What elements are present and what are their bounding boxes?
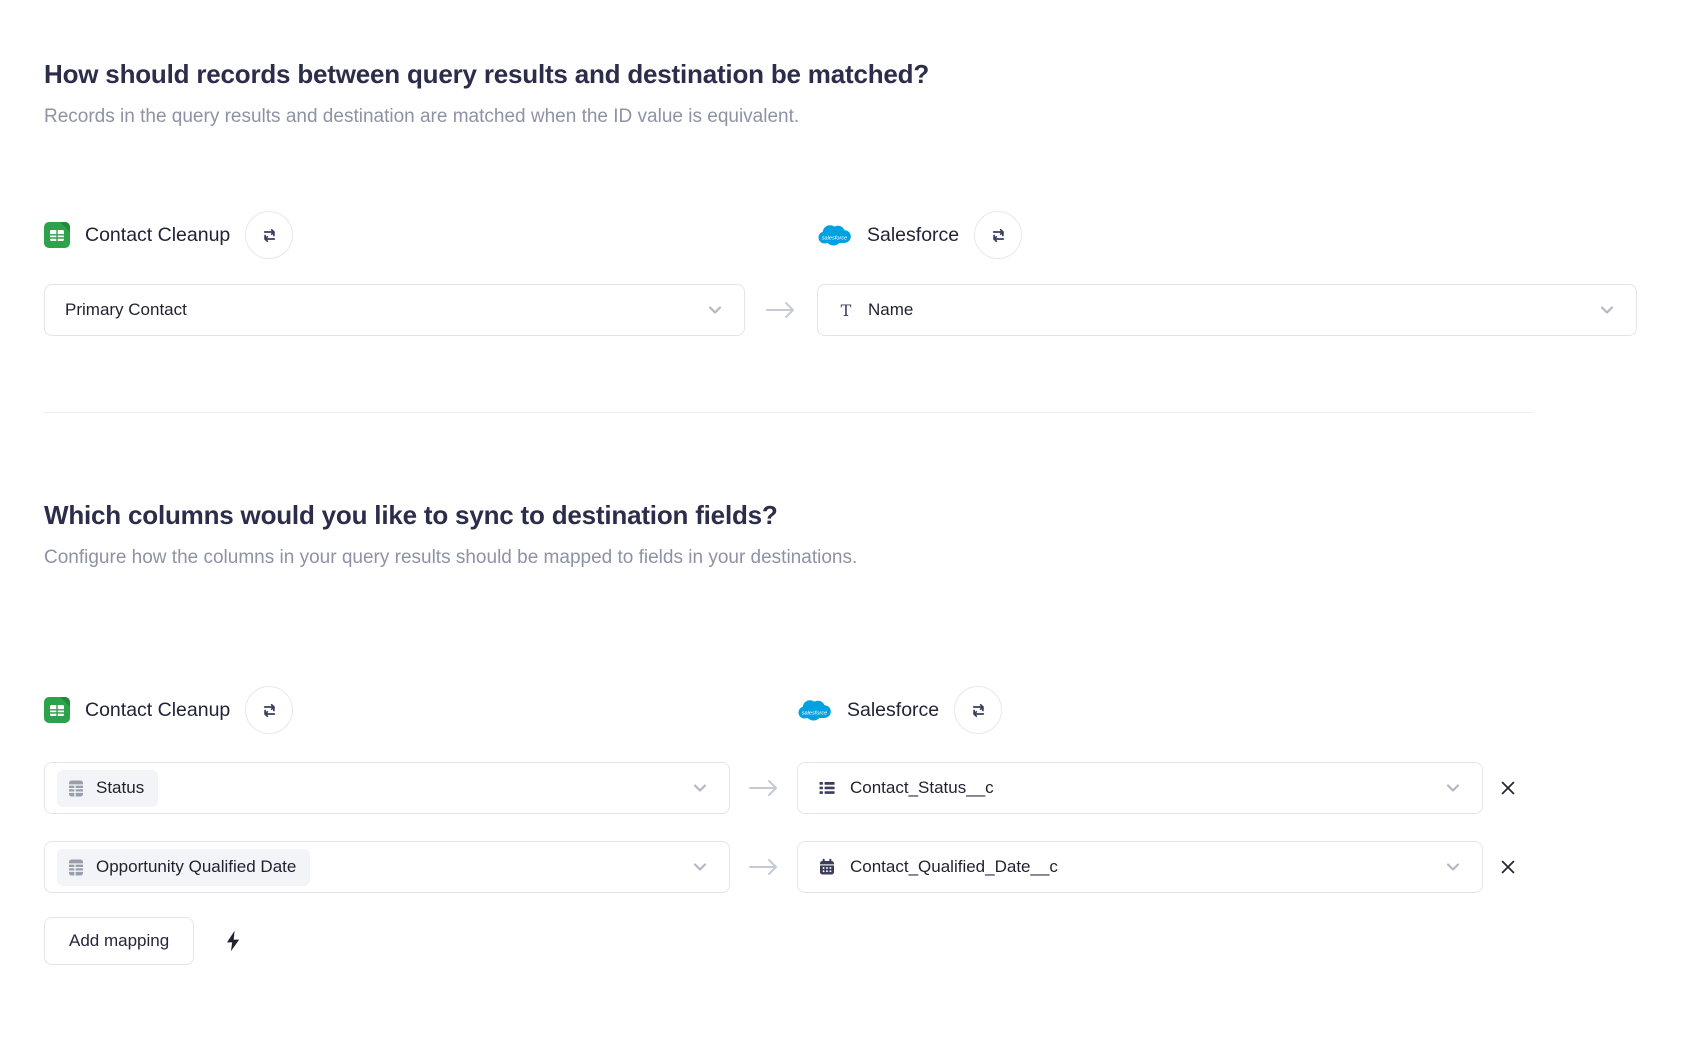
svg-text:salesforce: salesforce (802, 711, 828, 717)
column-mapping-section: Which columns would you like to sync to … (44, 499, 1700, 965)
destination-connector-header: salesforce Salesforce (797, 686, 1483, 734)
picklist-field-icon (819, 782, 835, 794)
google-sheets-icon (44, 222, 70, 248)
remove-mapping-button[interactable] (1492, 772, 1524, 804)
destination-connector-name: Salesforce (847, 698, 940, 721)
source-column-value: Opportunity Qualified Date (96, 857, 297, 876)
add-mapping-button[interactable]: Add mapping (44, 917, 195, 965)
chevron-down-icon (1446, 863, 1460, 871)
table-column-icon (69, 780, 83, 796)
chevron-down-icon (708, 306, 722, 314)
match-source-value: Primary Contact (65, 300, 187, 319)
destination-field-value: Contact_Status__c (850, 778, 994, 797)
source-connector-name: Contact Cleanup (85, 223, 231, 246)
mapping-arrow (730, 855, 797, 879)
remove-mapping-button[interactable] (1492, 851, 1524, 883)
arrow-right-icon (748, 780, 777, 796)
column-mapping-row: Opportunity Qualified Date (44, 841, 1700, 893)
chevron-down-icon (1600, 306, 1614, 314)
source-connector-header: Contact Cleanup (44, 211, 745, 259)
chevron-down-icon (693, 863, 707, 871)
source-column-chip: Status (57, 769, 159, 807)
text-type-icon: T (840, 300, 852, 320)
calendar-field-icon (820, 858, 834, 875)
swap-icon (263, 703, 275, 717)
add-mapping-row: Add mapping (44, 917, 1700, 965)
match-section-subtitle: Records in the query results and destina… (44, 106, 800, 127)
section-divider (44, 412, 1534, 413)
match-source-select[interactable]: Primary Contact (44, 284, 745, 336)
arrow-right-icon (766, 302, 794, 318)
sync-configuration-page: How should records between query results… (44, 0, 1700, 965)
mapping-arrow (730, 776, 797, 800)
swap-icon (263, 228, 275, 242)
source-column-value: Status (96, 778, 145, 797)
destination-field-select[interactable]: Contact_Status__c (797, 762, 1483, 814)
column-mapping-row: Status Contact_Status__c (44, 762, 1700, 814)
suggest-mappings-button[interactable] (223, 928, 243, 954)
swap-destination-button[interactable] (974, 211, 1023, 259)
columns-connector-header-row: Contact Cleanup (44, 686, 1700, 734)
salesforce-icon: salesforce (818, 225, 851, 246)
match-destination-value: Name (868, 300, 914, 319)
lightning-bolt-icon (227, 930, 240, 952)
swap-destination-button[interactable] (954, 686, 1003, 734)
source-column-select[interactable]: Opportunity Qualified Date (44, 841, 730, 893)
close-icon (1501, 781, 1515, 795)
source-column-chip: Opportunity Qualified Date (57, 848, 311, 886)
chevron-down-icon (1446, 784, 1460, 792)
swap-source-button[interactable] (245, 211, 294, 259)
destination-field-select[interactable]: Contact_Qualified_Date__c (797, 841, 1483, 893)
match-connector-header-row: Contact Cleanup (44, 211, 1700, 259)
svg-text:salesforce: salesforce (822, 236, 848, 242)
chevron-down-icon (693, 784, 707, 792)
match-destination-select[interactable]: T Name (817, 284, 1637, 336)
swap-icon (972, 703, 984, 717)
arrow-right-icon (748, 859, 777, 875)
swap-source-button[interactable] (245, 686, 294, 734)
destination-field-value: Contact_Qualified_Date__c (850, 857, 1058, 876)
columns-section-title: Which columns would you like to sync to … (44, 500, 778, 530)
close-icon (1501, 860, 1515, 874)
match-section-title: How should records between query results… (44, 59, 930, 89)
swap-icon (992, 228, 1004, 242)
table-column-icon (69, 859, 83, 875)
source-connector-name: Contact Cleanup (85, 698, 231, 721)
google-sheets-icon (44, 697, 70, 723)
salesforce-icon: salesforce (798, 700, 831, 721)
mapping-arrow (745, 298, 817, 322)
source-column-select[interactable]: Status (44, 762, 730, 814)
match-mapping-row: Primary Contact T Name (44, 284, 1700, 336)
source-connector-header: Contact Cleanup (44, 686, 730, 734)
record-match-section: How should records between query results… (44, 0, 1700, 336)
destination-connector-name: Salesforce (867, 223, 960, 246)
destination-connector-header: salesforce Salesforce (817, 211, 1637, 259)
columns-section-subtitle: Configure how the columns in your query … (44, 547, 858, 568)
